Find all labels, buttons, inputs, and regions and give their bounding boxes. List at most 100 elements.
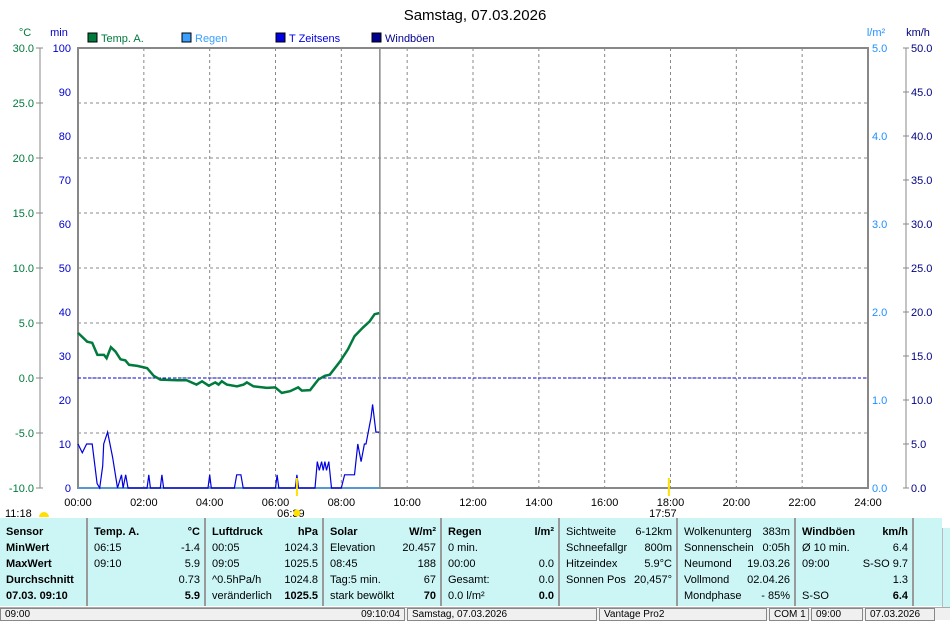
wind-tick-label: 40.0 bbox=[911, 131, 932, 143]
rain-value: 0.0 bbox=[538, 590, 554, 602]
min-label: MinWert bbox=[6, 542, 50, 554]
x-tick-label: 08:00 bbox=[328, 497, 356, 509]
rain-column: Regen l/m² 0 min. 00:00 0.0 Gesamt: 0.0 0.0… bbox=[442, 518, 560, 606]
temp-current: 5.9 bbox=[184, 590, 200, 602]
wind-tick-label: 20.0 bbox=[911, 307, 932, 319]
wind-tick-label: 45.0 bbox=[911, 87, 932, 99]
wind-tick-label: 30.0 bbox=[911, 219, 932, 231]
solar-value: 67 bbox=[423, 574, 436, 586]
min-tick-label: 10 bbox=[59, 439, 71, 451]
sunrise-time: 06:39 bbox=[277, 508, 305, 518]
legend-swatch bbox=[87, 32, 98, 43]
rain-label: 00:00 bbox=[448, 558, 476, 570]
misc-column: Sichtweite 6-12km Schneefallgr 800m Hitzei… bbox=[560, 518, 678, 606]
solar-label: 08:45 bbox=[330, 558, 358, 570]
min-tick-label: 60 bbox=[59, 219, 71, 231]
temp-tick-label: 0.0 bbox=[19, 373, 34, 385]
rain-tick-label: 3.0 bbox=[872, 219, 887, 231]
astro-value: 383m bbox=[762, 526, 790, 538]
status-time-now: 09:10:04 bbox=[361, 609, 400, 620]
temp-tick-label: 25.0 bbox=[13, 98, 34, 110]
x-tick-label: 12:00 bbox=[459, 497, 487, 509]
weather-chart: Samstag, 07.03.2026 Temp. A. Regen T Zeitse… bbox=[5, 7, 932, 518]
legend-label: Temp. A. bbox=[101, 33, 144, 45]
temp-tick-label: -5.0 bbox=[15, 428, 34, 440]
min-tick-label: 30 bbox=[59, 351, 71, 363]
solar-value: 70 bbox=[423, 590, 436, 602]
moon-time: 11:18 bbox=[5, 508, 32, 518]
min-tick-label: 70 bbox=[59, 175, 71, 187]
wind-tick-label: 5.0 bbox=[911, 439, 926, 451]
pressure-unit: hPa bbox=[297, 526, 318, 538]
summary-panel: Sensor MinWert MaxWert Durchschnitt 07.0… bbox=[0, 518, 942, 606]
temp-tick-label: 15.0 bbox=[13, 208, 34, 220]
x-tick-label: 16:00 bbox=[591, 497, 619, 509]
x-tick-label: 18:00 bbox=[657, 497, 685, 509]
misc-label: Sonnen Pos bbox=[566, 574, 626, 586]
status-time-start: 09:00 bbox=[5, 609, 31, 620]
temp-min-time: 06:15 bbox=[94, 542, 122, 554]
pressure-current: 1025.5 bbox=[284, 590, 318, 602]
misc-label: Hitzeindex bbox=[566, 558, 618, 570]
solar-label: stark bewölkt bbox=[330, 590, 395, 602]
x-tick-label: 04:00 bbox=[196, 497, 224, 509]
astro-label: Vollmond bbox=[684, 574, 730, 586]
pressure-max: 1025.5 bbox=[284, 558, 318, 570]
min-tick-label: 100 bbox=[53, 43, 71, 55]
min-tick-label: 90 bbox=[59, 87, 71, 99]
wind-header: Windböen bbox=[802, 526, 856, 538]
wind-column: Windböen km/h Ø 10 min. 6.4 09:00 S-SO 9.7 … bbox=[796, 518, 914, 606]
wind-tick-label: 0.0 bbox=[911, 483, 926, 495]
sensor-column: Sensor MinWert MaxWert Durchschnitt 07.0… bbox=[0, 518, 88, 606]
rain-tick-label: 5.0 bbox=[872, 43, 887, 55]
temp-unit: °C bbox=[187, 526, 200, 538]
rain-tick-label: 2.0 bbox=[872, 307, 887, 319]
misc-value: 800m bbox=[644, 542, 672, 554]
rain-header: Regen bbox=[448, 526, 482, 538]
pressure-min-time: 00:05 bbox=[212, 542, 240, 554]
astro-label: Sonnenschein bbox=[684, 542, 754, 554]
min-tick-label: 80 bbox=[59, 131, 71, 143]
temp-tick-label: -10.0 bbox=[9, 483, 34, 495]
panel-scrollbar[interactable] bbox=[942, 528, 950, 608]
current-label: 07.03. 09:10 bbox=[6, 590, 68, 602]
astro-column: Wolkenunterg 383m Sonnenschein 0:05h Neumo… bbox=[678, 518, 796, 606]
wind-tick-label: 50.0 bbox=[911, 43, 932, 55]
astro-value: 02.04.26 bbox=[747, 574, 790, 586]
wind-value: 1.3 bbox=[892, 574, 908, 586]
solar-value: 20.457 bbox=[402, 542, 436, 554]
x-tick-label: 10:00 bbox=[393, 497, 421, 509]
wind-axis-unit: km/h bbox=[906, 27, 930, 39]
rain-label: 0.0 l/m² bbox=[448, 590, 485, 602]
wind-label: Ø 10 min. bbox=[802, 542, 850, 554]
x-tick-label: 00:00 bbox=[64, 497, 92, 509]
misc-label: Schneefallgr bbox=[566, 542, 628, 554]
sun-icon bbox=[293, 509, 301, 517]
solar-label: Tag:5 min. bbox=[330, 574, 381, 586]
astro-label: Neumond bbox=[684, 558, 732, 570]
pressure-state: veränderlich bbox=[212, 590, 272, 602]
misc-value: 20,457° bbox=[633, 574, 672, 586]
solar-unit: W/m² bbox=[409, 526, 436, 538]
rain-tick-label: 1.0 bbox=[872, 395, 887, 407]
temp-tick-label: 30.0 bbox=[13, 43, 34, 55]
temp-header: Temp. A. bbox=[94, 526, 140, 538]
misc-value: 6-12km bbox=[635, 526, 672, 538]
wind-value: S-SO 9.7 bbox=[862, 558, 908, 570]
x-tick-label: 24:00 bbox=[854, 497, 882, 509]
pressure-max-time: 09:05 bbox=[212, 558, 240, 570]
x-tick-label: 14:00 bbox=[525, 497, 553, 509]
avg-label: Durchschnitt bbox=[6, 574, 74, 586]
status-date: Samstag, 07.03.2026 bbox=[407, 608, 597, 621]
rain-value: 0.0 bbox=[538, 574, 554, 586]
status-interval: 09:00 bbox=[811, 608, 863, 621]
rain-label: Gesamt: bbox=[448, 574, 490, 586]
x-tick-label: 06:00 bbox=[262, 497, 290, 509]
status-port: COM 1 bbox=[769, 608, 809, 621]
status-time: 09:00 09:10:04 bbox=[0, 608, 405, 621]
min-tick-label: 0 bbox=[65, 483, 71, 495]
misc-label: Sichtweite bbox=[566, 526, 617, 538]
astro-value: 0:05h bbox=[762, 542, 790, 554]
series-t-zeitsens bbox=[77, 404, 380, 490]
pressure-header: Luftdruck bbox=[212, 526, 263, 538]
